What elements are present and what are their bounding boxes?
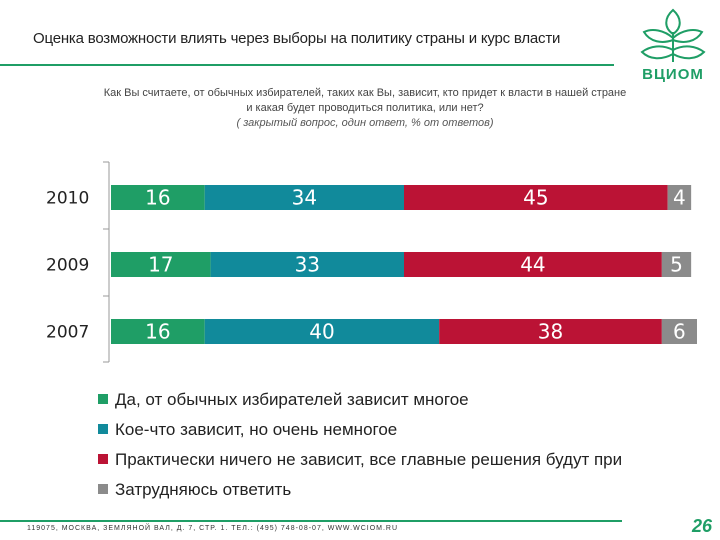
legend-label: Затрудняюсь ответить — [115, 480, 291, 499]
legend-swatch — [98, 454, 108, 464]
data-label: 4 — [673, 186, 686, 210]
footer-divider — [0, 520, 622, 522]
bar-segment — [667, 185, 692, 210]
wciom-logo-icon — [640, 8, 706, 62]
data-label: 5 — [670, 253, 683, 277]
bar-segment — [111, 252, 211, 277]
bar-segment — [661, 319, 697, 344]
y-tick-label: 2007 — [46, 323, 89, 343]
page-title: Оценка возможности влиять через выборы н… — [33, 30, 561, 47]
legend-label: Кое-что зависит, но очень немногое — [115, 420, 397, 439]
bar-segment — [210, 252, 404, 277]
data-label: 16 — [145, 186, 170, 210]
stacked-bar-chart: 2010 16 34 45 4 2009 17 33 44 5 2007 16 40 38 6 Да, от … — [46, 161, 697, 499]
y-tick-label: 2009 — [46, 256, 89, 276]
legend-swatch — [98, 424, 108, 434]
page-number: 26 — [691, 516, 712, 536]
y-tick-label: 2010 — [46, 189, 89, 209]
bar-segment — [204, 185, 404, 210]
data-label: 38 — [538, 320, 563, 344]
bar-segment — [111, 319, 205, 344]
data-label: 34 — [292, 186, 317, 210]
bar-segment — [204, 319, 440, 344]
bar-segment — [661, 252, 692, 277]
legend-swatch — [98, 394, 108, 404]
question-note: ( закрытый вопрос, один ответ, % от отве… — [236, 117, 494, 129]
logo-text: ВЦИОМ — [642, 66, 704, 83]
bar-segment — [404, 252, 662, 277]
data-label: 16 — [145, 320, 170, 344]
bar-segment — [111, 185, 205, 210]
data-label: 40 — [309, 320, 334, 344]
header-divider — [0, 64, 614, 66]
footer-contacts: 119075, МОСКВА, ЗЕМЛЯНОЙ ВАЛ, Д. 7, СТР.… — [27, 525, 399, 532]
data-label: 33 — [295, 253, 320, 277]
legend-label: Практически ничего не зависит, все главн… — [115, 450, 622, 469]
question-text: Как Вы считаете, от обычных избирателей,… — [103, 87, 627, 114]
data-label: 17 — [148, 253, 173, 277]
legend-label: Да, от обычных избирателей зависит много… — [115, 390, 469, 409]
bar-segment — [404, 185, 668, 210]
legend-swatch — [98, 484, 108, 494]
data-label: 44 — [520, 253, 545, 277]
bar-segment — [439, 319, 662, 344]
data-label: 45 — [523, 186, 548, 210]
data-label: 6 — [673, 320, 686, 344]
